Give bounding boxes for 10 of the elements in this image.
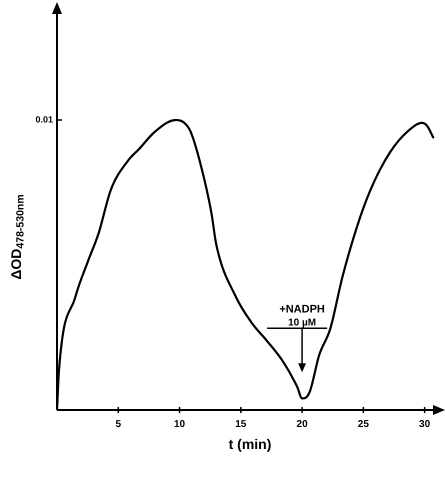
x-tick-label: 15 bbox=[235, 418, 247, 430]
x-tick-label: 5 bbox=[115, 418, 122, 430]
x-tick-label: 25 bbox=[358, 418, 370, 430]
x-tick-label: 10 bbox=[174, 418, 186, 430]
x-axis-title: t (min) bbox=[228, 436, 272, 452]
annotation: +NADPH 10 µM bbox=[279, 303, 325, 328]
x-tick-label: 30 bbox=[419, 418, 431, 430]
text: 0.01 bbox=[35, 114, 53, 124]
y-axis-title: ΔOD478-530nm bbox=[8, 194, 26, 280]
x-tick-label: 20 bbox=[296, 418, 308, 430]
